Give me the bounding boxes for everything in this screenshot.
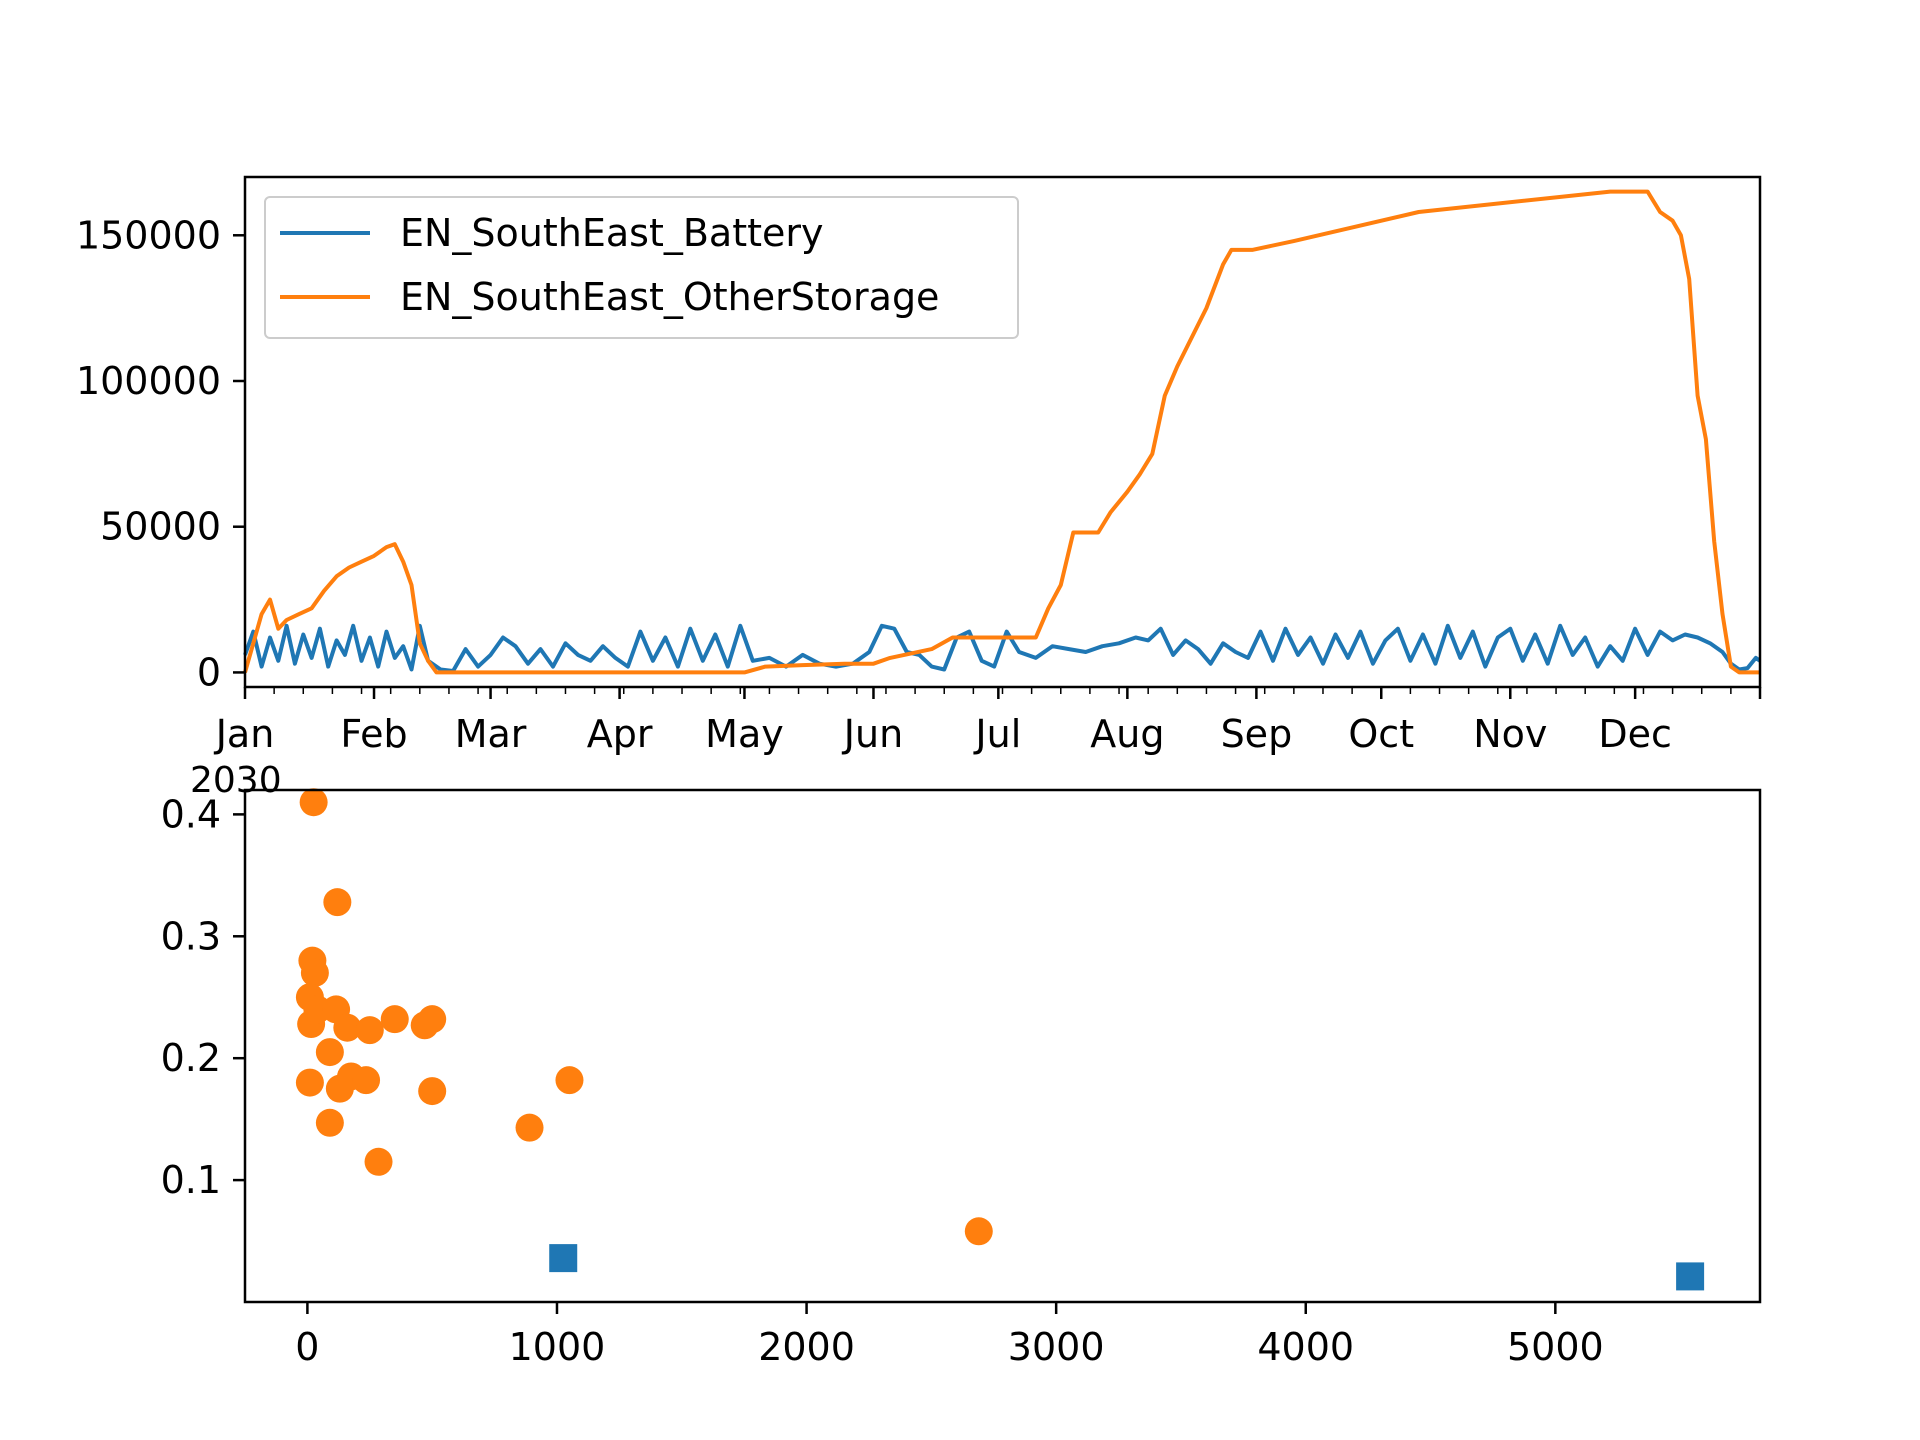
storage-timeseries-chart: 0 50000 100000 150000 Jan Feb Mar Apr May Jun Jul… [76, 175, 1762, 801]
x-tick-label: Aug [1090, 712, 1164, 756]
top-y-ticks: 0 50000 100000 150000 [76, 213, 245, 694]
scatter-circle-point [315, 1108, 344, 1137]
bottom-x-ticks: 0 1000 2000 3000 4000 5000 [295, 1302, 1604, 1369]
x-tick-label: Sep [1221, 712, 1293, 756]
y-tick-label: 50000 [100, 505, 221, 549]
scatter-circle-point [555, 1066, 584, 1095]
x-tick-label: Oct [1348, 712, 1414, 756]
scatter-chart: 0.1 0.2 0.3 0.4 0 1000 2000 3000 4000 5000 [161, 788, 1762, 1369]
scatter-circle-point [364, 1147, 393, 1176]
scatter-square-point [1676, 1262, 1705, 1291]
scatter-circle-point [300, 958, 329, 987]
x-tick-label: 5000 [1507, 1325, 1604, 1369]
bottom-y-ticks: 0.1 0.2 0.3 0.4 [161, 792, 245, 1202]
scatter-circle-point [380, 1005, 409, 1034]
scatter-square-point [549, 1244, 578, 1273]
legend: EN_SouthEast_Battery EN_SouthEast_OtherS… [264, 196, 1019, 339]
x-tick-label: Jan [214, 712, 275, 756]
scatter-points [295, 788, 1705, 1291]
x-tick-label: Dec [1598, 712, 1672, 756]
x-tick-label: Jun [842, 712, 903, 756]
scatter-circle-point [418, 1077, 447, 1106]
x-tick-label: May [705, 712, 784, 756]
y-tick-label: 0.3 [161, 914, 221, 958]
scatter-circle-point [323, 888, 352, 917]
scatter-circle-point [315, 1038, 344, 1067]
y-tick-label: 100000 [76, 359, 221, 403]
y-tick-label: 150000 [76, 213, 221, 257]
scatter-circle-point [333, 1013, 362, 1042]
scatter-circle-point [515, 1113, 544, 1142]
x-axis-year-label: 2030 [190, 760, 282, 801]
scatter-circle-point [352, 1066, 381, 1095]
x-tick-label: Nov [1473, 712, 1547, 756]
series-line-other-storage [243, 189, 1760, 675]
x-tick-label: Apr [587, 712, 653, 756]
scatter-circle-point [299, 788, 328, 817]
y-tick-label: 0.1 [161, 1158, 221, 1202]
series-line-battery [243, 623, 1762, 673]
scatter-circle-point [295, 1068, 324, 1097]
bottom-axes-frame [243, 788, 1762, 1304]
x-tick-label: Feb [340, 712, 407, 756]
x-tick-label: Jul [973, 712, 1021, 756]
x-tick-label: Mar [455, 712, 527, 756]
legend-box [264, 196, 1019, 339]
scatter-circle-point [964, 1217, 993, 1246]
scatter-circle-point [418, 1005, 447, 1034]
x-tick-label: 2000 [758, 1325, 855, 1369]
legend-label-battery: EN_SouthEast_Battery [400, 211, 824, 255]
x-tick-label: 4000 [1257, 1325, 1354, 1369]
top-x-ticks: Jan Feb Mar Apr May Jun Jul Aug Sep Oct Nov Dec [214, 687, 1762, 756]
y-tick-label: 0.4 [161, 792, 221, 836]
x-tick-label: 0 [295, 1325, 319, 1369]
legend-label-other-storage: EN_SouthEast_OtherStorage [400, 275, 939, 319]
y-tick-label: 0 [197, 650, 221, 694]
scatter-circle-point [355, 1016, 384, 1045]
timeseries-lines [243, 189, 1762, 675]
x-tick-label: 3000 [1008, 1325, 1105, 1369]
y-tick-label: 0.2 [161, 1036, 221, 1080]
x-tick-label: 1000 [509, 1325, 606, 1369]
